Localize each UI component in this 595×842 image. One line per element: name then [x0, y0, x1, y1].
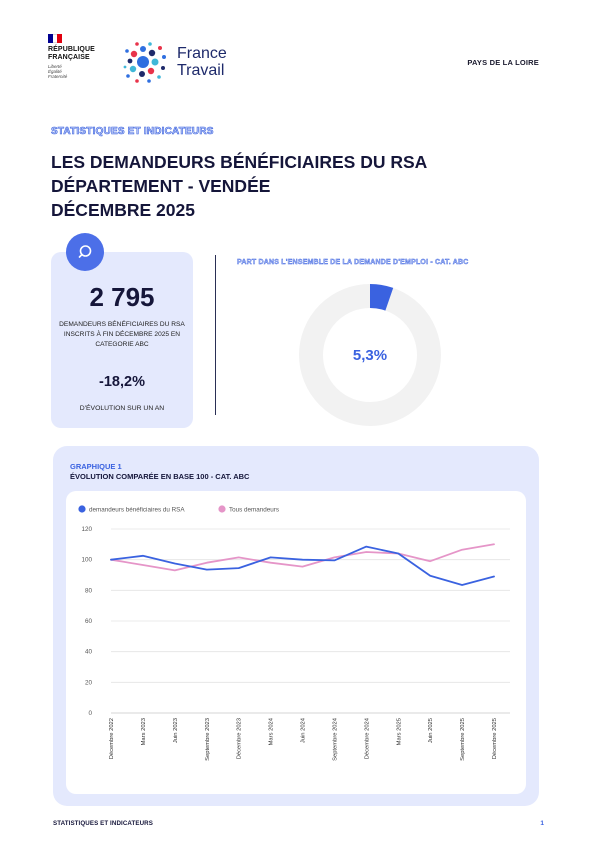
gov-motto-line-3: Fraternité: [48, 74, 68, 79]
page-number: 1: [540, 820, 544, 827]
share-title: PART DANS L'ENSEMBLE DE LA DEMANDE D'EMP…: [237, 259, 469, 266]
legend-marker-0: [78, 505, 86, 513]
y-tick-label: 60: [85, 618, 93, 625]
x-tick-label: Décembre 2024: [364, 717, 370, 759]
french-flag-icon: [48, 34, 63, 43]
legend-label-0: demandeurs bénéficiaires du RSA: [89, 507, 185, 514]
republique-francaise-logo: RÉPUBLIQUE FRANÇAISE Liberté Égalité Fra…: [48, 34, 108, 79]
brand-name: France Travail: [177, 45, 227, 79]
france-travail-logo: France Travail: [123, 40, 227, 84]
series-line-1: [110, 543, 495, 572]
x-tick-label: Juin 2024: [301, 717, 307, 743]
donut-value: 5,3%: [352, 346, 388, 364]
x-tick-label: Décembre 2022: [109, 718, 115, 759]
y-tick-label: 40: [85, 649, 93, 656]
kpi-badge: [66, 233, 104, 271]
y-tick-label: 80: [85, 587, 93, 594]
region-label: PAYS DE LA LOIRE: [467, 58, 539, 67]
x-tick-label: Septembre 2024: [332, 717, 338, 761]
gov-motto: Liberté Égalité Fraternité: [48, 64, 108, 79]
kpi-evolution-label: D'ÉVOLUTION SUR UN AN: [79, 405, 165, 412]
series-line-0: [110, 545, 495, 586]
page-title: LES DEMANDEURS BÉNÉFICIAIRES DU RSA DÉPA…: [51, 150, 427, 222]
kpi-value: 2 795: [89, 282, 155, 312]
page-title-line-3: DÉCEMBRE 2025: [51, 200, 195, 220]
x-tick-label: Juin 2025: [428, 718, 434, 743]
search-icon: [78, 245, 92, 258]
vertical-divider: [215, 255, 216, 415]
share-donut: [299, 284, 441, 426]
graph-title: ÉVOLUTION COMPARÉE EN BASE 100 - CAT. AB…: [70, 472, 250, 481]
gov-name-line-2: FRANÇAISE: [48, 54, 90, 61]
line-chart: demandeurs bénéficiaires du RSA Tous dema…: [78, 505, 510, 761]
page-title-line-1: LES DEMANDEURS BÉNÉFICIAIRES DU RSA: [51, 152, 428, 172]
kpi-caption: DEMANDEURS BÉNÉFICIAIRES DU RSA INSCRITS…: [59, 321, 185, 348]
x-tick-label: Décembre 2023: [237, 718, 243, 759]
footer-label: STATISTIQUES ET INDICATEURS: [53, 820, 153, 827]
x-tick-label: Mars 2025: [396, 718, 402, 745]
chart-panel: [66, 491, 526, 794]
gov-motto-line-1: Liberté: [48, 64, 62, 69]
brand-name-line-1: France: [177, 45, 227, 62]
x-tick-label: Mars 2023: [141, 718, 147, 745]
y-tick-label: 0: [88, 710, 92, 717]
section-kicker: STATISTIQUES ET INDICATEURS: [51, 126, 214, 138]
x-tick-label: Juin 2023: [173, 718, 179, 743]
x-tick-label: Septembre 2023: [205, 718, 211, 761]
y-tick-label: 100: [81, 557, 92, 564]
france-travail-mark-icon: [123, 42, 166, 83]
x-tick-label: Décembre 2025: [492, 718, 498, 759]
y-tick-label: 20: [85, 679, 93, 686]
donut-share-arc: [369, 284, 394, 311]
brand-name-line-2: Travail: [177, 62, 225, 79]
legend-label-1: Tous demandeurs: [229, 507, 279, 514]
gov-motto-line-2: Égalité: [48, 69, 62, 74]
y-tick-label: 120: [81, 526, 92, 533]
kpi-card: [51, 252, 193, 428]
gov-name-line-1: RÉPUBLIQUE: [48, 46, 95, 53]
graph-kicker: GRAPHIQUE 1: [70, 462, 122, 471]
x-tick-label: Mars 2024: [269, 717, 275, 745]
legend-marker-1: [218, 505, 226, 513]
x-tick-label: Septembre 2025: [460, 718, 466, 761]
kpi-evolution: -18,2%: [99, 374, 145, 390]
page-title-line-2: DÉPARTEMENT - VENDÉE: [51, 176, 271, 196]
